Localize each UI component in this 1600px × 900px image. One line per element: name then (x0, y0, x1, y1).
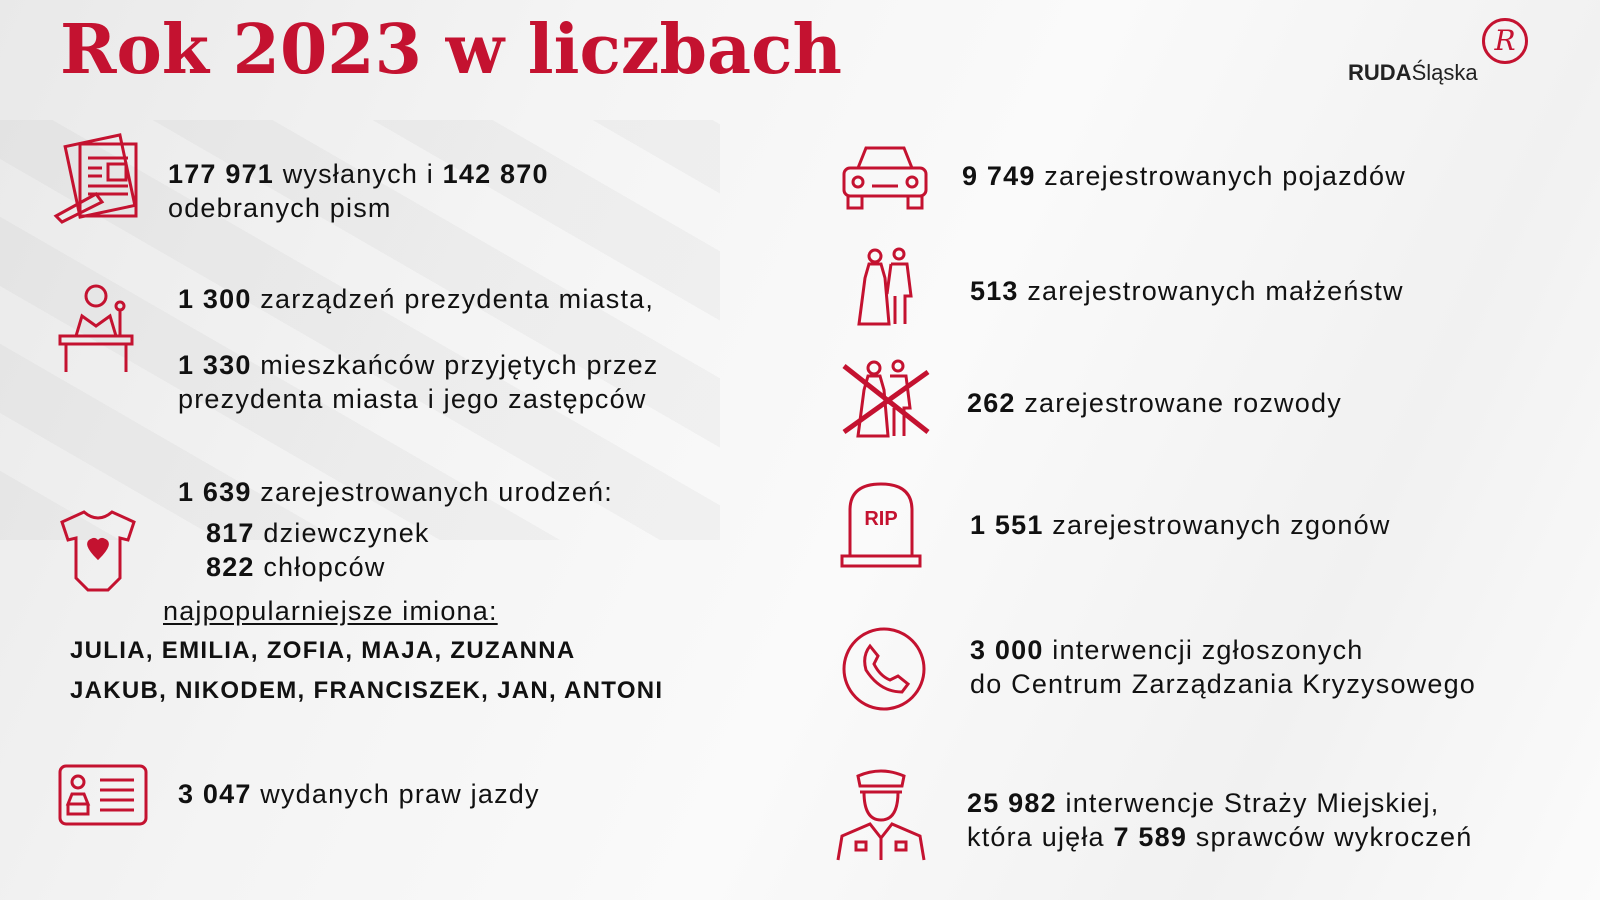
popular-girl-names: JULIA, EMILIA, ZOFIA, MAJA, ZUZANNA (70, 637, 576, 664)
wedding-couple-icon (855, 246, 917, 326)
boys-stat: 822 chłopców (206, 552, 386, 582)
phone-icon (840, 626, 928, 712)
car-icon (840, 140, 930, 212)
letters-stat: 177 971 wysłanych i 142 870 odebranych pi… (168, 159, 549, 223)
guard-stat: 25 982 interwencje Straży Miejskiej, któr… (967, 788, 1473, 852)
logo: RUDAŚląska R (1348, 18, 1558, 90)
speaker-at-desk-icon (58, 282, 134, 374)
logo-mark: R (1482, 18, 1528, 64)
page-title: Rok 2023 w liczbach (60, 10, 842, 90)
girls-stat: 817 dziewczynek (206, 518, 430, 548)
logo-text: RUDAŚląska (1348, 60, 1478, 85)
baby-onesie-icon (58, 508, 138, 594)
police-officer-icon (834, 766, 928, 864)
vehicles-stat: 9 749 zarejestrowanych pojazdów (962, 161, 1406, 191)
documents-pencil-icon (52, 132, 144, 224)
marriages-stat: 513 zarejestrowanych małżeństw (970, 276, 1404, 306)
popular-names-label: najpopularniejsze imiona: (163, 596, 498, 626)
residents-stat: 1 330 mieszkańców przyjętych przez prezyd… (178, 350, 659, 414)
divorces-stat: 262 zarejestrowane rozwody (967, 388, 1342, 418)
crossed-couple-icon (840, 358, 932, 438)
tombstone-text: RIP (864, 508, 898, 530)
crisis-stat: 3 000 interwencji zgłoszonych do Centrum … (970, 635, 1477, 699)
popular-boy-names: JAKUB, NIKODEM, FRANCISZEK, JAN, ANTONI (70, 677, 664, 704)
driving-license-icon (58, 764, 148, 826)
tombstone-icon: RIP (840, 480, 922, 570)
deaths-stat: 1 551 zarejestrowanych zgonów (970, 510, 1391, 540)
licenses-stat: 3 047 wydanych praw jazdy (178, 779, 540, 809)
orders-stat: 1 300 zarządzeń prezydenta miasta, (178, 284, 655, 314)
births-stat: 1 639 zarejestrowanych urodzeń: (178, 477, 613, 507)
